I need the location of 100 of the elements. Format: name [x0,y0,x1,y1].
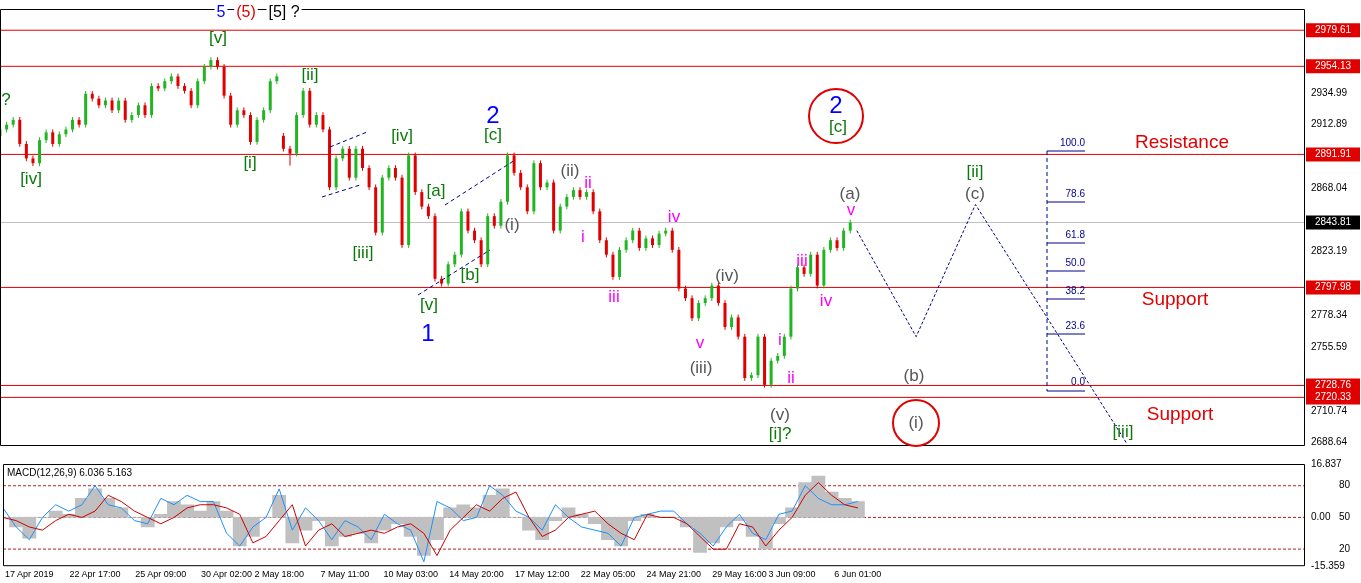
candlestick [578,186,582,201]
annotation: i [778,329,782,349]
x-tick-label: 22 May 05:00 [580,569,636,580]
x-tick-label: 7 May 11:00 [320,569,370,580]
annotation: 100.0 [1059,136,1086,148]
annotation: [b] [460,264,480,284]
annotation: [iii] [352,242,374,262]
annotation: 2 [829,90,843,118]
annotation: [iv] [391,125,413,145]
candlestick [209,56,213,71]
annotation: [iii] [1112,421,1134,441]
x-tick-label: 29 May 16:00 [712,569,767,580]
candlestick [611,251,615,281]
candlestick [545,179,549,191]
annotation: [ii] [301,64,319,84]
candlestick [809,251,813,278]
y-tick-label: 2912.89 [1311,118,1348,130]
candlestick [202,63,206,85]
candlestick [710,282,714,302]
candlestick [591,188,595,215]
candlestick [255,116,259,146]
candlestick [242,106,246,119]
candlestick [670,227,674,254]
annotation: 0.0 [1071,375,1086,387]
candlestick [519,169,523,191]
ref-line-label: 2891.91 [1314,148,1352,160]
x-tick-label: 25 Apr 09:00 [135,569,187,580]
x-tick-label: 2 May 18:00 [254,569,304,580]
y2-tick-label: 50 [1339,511,1351,523]
y-tick-label: 2778.34 [1311,308,1348,320]
candlestick [97,95,101,109]
x-tick-label: 6 Jun 01:00 [834,569,882,580]
candlestick [690,294,694,322]
annotation: (i) [908,412,924,432]
annotation: [c] [829,116,847,136]
ref-line-label: 2720.33 [1314,391,1352,403]
y-tick-label: 2934.99 [1311,87,1348,99]
annotation: [v] [420,294,438,314]
candlestick [235,106,239,129]
annotation: [i]? [768,423,792,443]
candlestick [367,164,371,191]
annotation: (c) [965,183,985,203]
annotation: ii [787,367,795,387]
candlestick [123,97,127,124]
y2-tick-label: 80 [1339,479,1351,491]
annotation: [iv] [20,168,42,188]
annotation: Support [1141,288,1209,310]
candlestick [782,333,786,360]
candlestick [796,263,799,292]
annotation: i [581,226,585,246]
x-tick-label: 3 Jun 09:00 [768,569,816,580]
candlestick [842,227,846,252]
candlestick [77,116,81,129]
annotation: (i) [504,214,520,234]
ref-line-label: 2728.76 [1314,379,1352,391]
annotation: [ii] [966,161,984,181]
candlestick [420,188,424,210]
annotation: iv [819,290,833,310]
y-tick-label: -15.359 [1311,559,1346,571]
x-tick-label: 14 May 20:00 [449,569,504,580]
annotation: 61.8 [1065,228,1086,240]
y-tick-label: 2823.19 [1311,245,1348,257]
y-tick-label: 2868.04 [1311,181,1348,193]
candlestick [446,260,450,287]
candlestick [38,136,42,167]
candlestick [835,236,839,252]
x-tick-label: 24 May 21:00 [646,569,701,580]
candlestick [697,299,701,322]
annotation: Resistance [1135,131,1229,153]
ref-line-label: 2954.13 [1314,60,1352,72]
ref-line-label: 2979.61 [1314,23,1352,35]
annotation: ii [584,172,592,192]
annotation: [i] [243,152,257,172]
annotation: v [695,332,705,352]
annotation: (5) [236,3,256,21]
annotation: 38.2 [1065,284,1086,296]
candlestick [281,132,285,153]
annotation: 5 [216,3,226,21]
ref-line-label: 2797.98 [1314,281,1352,293]
y-tick-label: 2755.59 [1311,341,1348,353]
y-tick-label: 2710.74 [1311,404,1348,416]
annotation: 1 [421,318,435,346]
x-tick-label: 17 May 12:00 [514,569,570,580]
x-tick-label: 22 Apr 17:00 [69,569,121,580]
x-tick-label: 17 Apr 2019 [5,569,54,580]
y2-tick-label: 20 [1339,542,1351,554]
annotation: (b) [903,365,925,385]
candlestick [637,227,641,252]
candlestick [189,87,193,109]
annotation: Support [1146,403,1214,425]
annotation: (v) [770,404,790,424]
annotation: (iii) [689,357,713,377]
annotation: ? [1,89,11,109]
annotation: iv [667,206,681,226]
annotation: [v] [209,27,227,47]
chart-title: MACD(12,26,9) 6.036 5.163 [7,466,133,478]
annotation: 23.6 [1065,319,1086,331]
annotation: 78.6 [1065,187,1086,199]
annotation: [a] [426,180,446,200]
y-tick-label: 0.00 [1311,511,1331,523]
